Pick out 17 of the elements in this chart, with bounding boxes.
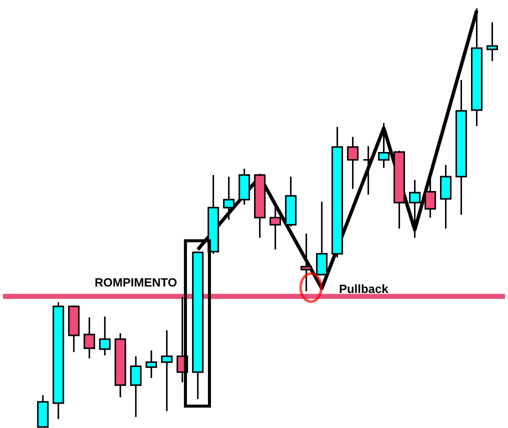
candlestick <box>409 179 421 239</box>
candlestick <box>84 316 96 360</box>
candlestick <box>440 164 452 230</box>
candlestick <box>486 21 498 62</box>
candlestick <box>270 201 282 250</box>
candlestick <box>161 330 173 412</box>
candlestick <box>316 201 328 276</box>
candlestick <box>378 122 390 169</box>
candlestick <box>362 145 374 196</box>
candlestick <box>424 177 436 218</box>
annotation: ROMPIMENTO <box>94 276 178 290</box>
candlestick <box>130 356 142 418</box>
candlestick <box>99 316 111 356</box>
candlestick <box>347 136 359 190</box>
candlestick <box>223 176 235 221</box>
annotation: Pullback <box>338 282 389 296</box>
candlestick <box>146 350 158 379</box>
